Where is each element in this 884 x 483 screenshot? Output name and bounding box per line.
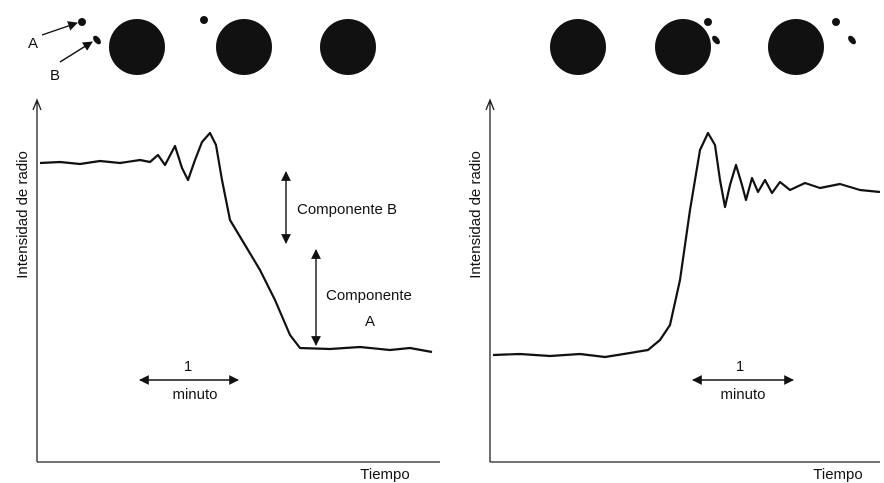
y-label: Intensidad de radio	[14, 151, 31, 279]
x-label: Tiempo	[360, 466, 409, 483]
scale-unit: minuto	[720, 386, 765, 403]
curve-left	[39, 131, 433, 354]
annotation: Componente B	[297, 201, 397, 218]
panel-left: Componente B Componente A 1 minuto Tiemp…	[14, 98, 440, 483]
label-a: A	[28, 35, 38, 52]
label-b: B	[50, 67, 60, 84]
scale-number: 1	[736, 358, 744, 375]
panel-right: 1 minuto Tiempo Intensidad de radio	[467, 98, 881, 483]
curve-right	[492, 131, 881, 359]
y-label: Intensidad de radio	[467, 151, 484, 279]
annotation: Componente	[326, 287, 412, 304]
scale-number: 1	[184, 358, 192, 375]
moon-sequence-left: A B	[28, 16, 376, 84]
scale-unit: minuto	[172, 386, 217, 403]
annotation: A	[365, 313, 375, 330]
moon-sequence-right	[550, 18, 856, 75]
x-label: Tiempo	[813, 466, 862, 483]
